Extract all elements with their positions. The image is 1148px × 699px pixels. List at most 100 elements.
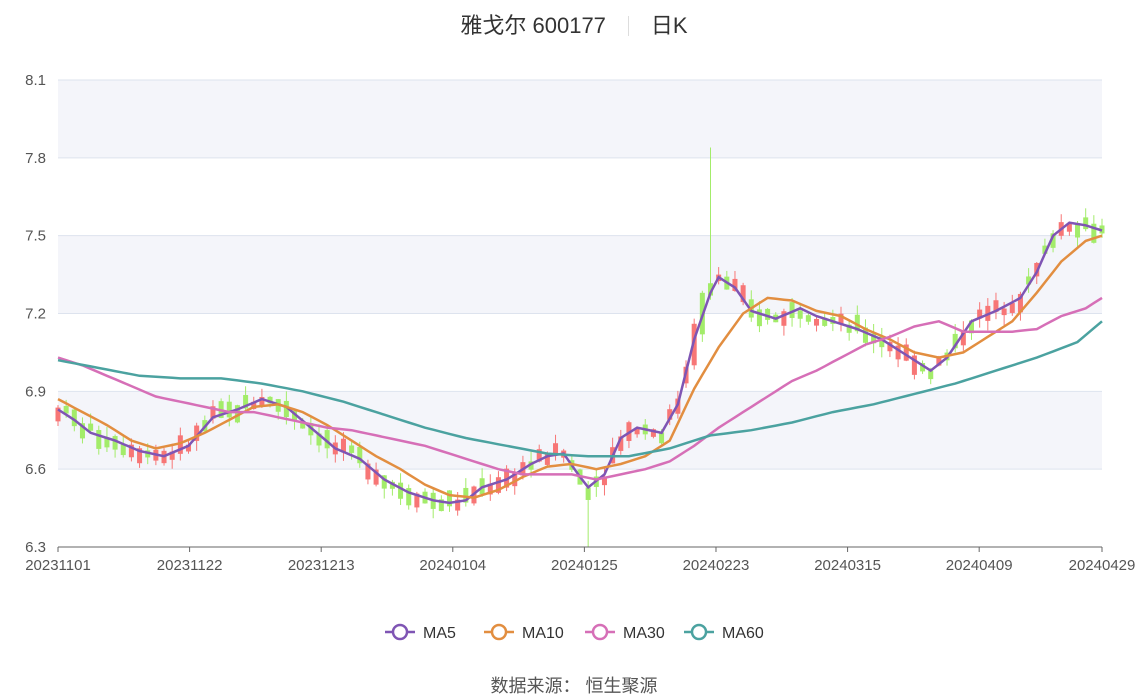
legend-item-ma10: MA10: [484, 623, 564, 642]
candle-body: [169, 451, 175, 460]
candle-body: [104, 437, 110, 448]
candle-body: [601, 476, 607, 486]
candle-body: [55, 407, 61, 422]
candle-body: [911, 355, 917, 375]
data-source: 数据来源： 恒生聚源: [490, 676, 658, 696]
candle-body: [960, 330, 966, 346]
candle-body: [797, 310, 803, 319]
y-tick-label: 7.8: [25, 150, 46, 167]
candle-body: [137, 448, 143, 464]
legend-label: MA60: [722, 625, 764, 642]
candle-body: [667, 409, 673, 420]
ma30-line: [57, 296, 1103, 481]
candle-body: [634, 427, 640, 435]
candle-body: [324, 430, 330, 449]
candle-body: [120, 444, 126, 456]
candle-body: [805, 315, 811, 322]
candle-body: [79, 423, 85, 439]
candle-body: [756, 309, 762, 327]
title-separator: [627, 16, 629, 36]
candle-body: [740, 285, 746, 303]
candle-body: [357, 447, 363, 464]
x-tick-label: 20231213: [288, 557, 355, 574]
candle-body: [349, 445, 355, 453]
legend-marker: [690, 623, 708, 641]
x-tick-label: 20240104: [419, 557, 486, 574]
candle-body: [1009, 303, 1015, 313]
legend-marker: [591, 623, 609, 641]
background-bands: [58, 80, 1102, 470]
candle-body: [732, 278, 738, 291]
legend-label: MA10: [522, 625, 564, 642]
candle-body: [781, 311, 787, 326]
candle-body: [414, 493, 420, 508]
candle-body: [993, 300, 999, 312]
candle-body: [846, 324, 852, 333]
candle-body: [194, 425, 200, 441]
candle-body: [789, 302, 795, 318]
candle-body: [251, 401, 257, 410]
x-tick-label: 20240429: [1069, 557, 1136, 574]
candle-body: [895, 345, 901, 360]
candle-body: [903, 344, 909, 361]
candle-body: [920, 362, 926, 372]
candle-body: [234, 405, 240, 423]
legend-item-ma60: MA60: [684, 623, 764, 642]
candle-body: [854, 314, 860, 332]
candle-body: [618, 436, 624, 451]
candle-body: [438, 499, 444, 512]
band: [58, 391, 1102, 470]
candle-body: [267, 396, 273, 404]
x-tick-label: 20240223: [683, 557, 750, 574]
candle-body: [1026, 276, 1032, 285]
chart-title: 雅戈尔 600177 日K: [0, 8, 1148, 40]
y-tick-label: 8.1: [25, 72, 46, 89]
candle-body: [463, 487, 469, 503]
candle-body: [553, 443, 559, 455]
candle-body: [707, 283, 714, 296]
candle-body: [177, 435, 183, 454]
x-tick-label: 20231122: [157, 557, 223, 574]
x-tick-label: 20240125: [551, 557, 618, 574]
candle-body: [455, 499, 461, 511]
candle-body: [528, 461, 534, 470]
candle-body: [300, 421, 306, 429]
legend-label: MA30: [623, 625, 665, 642]
candle-body: [871, 333, 877, 344]
candle-body: [879, 336, 885, 348]
y-tick-label: 6.9: [25, 383, 46, 400]
candle-body: [316, 433, 322, 446]
candle-body: [373, 469, 379, 485]
candle-body: [446, 490, 453, 507]
candle-body: [128, 444, 134, 458]
candle-body: [1017, 293, 1023, 313]
candles: [55, 147, 1105, 547]
candle-body: [512, 472, 518, 487]
candle-body: [365, 463, 371, 480]
candle-body: [406, 488, 412, 506]
stock-name: 雅戈尔 600177: [460, 13, 606, 38]
candle-body: [1001, 308, 1007, 316]
candle-body: [928, 370, 934, 380]
band: [58, 235, 1102, 314]
candle-body: [381, 475, 387, 489]
x-tick-label: 20231101: [25, 557, 91, 574]
legend-item-ma30: MA30: [585, 623, 665, 642]
candle-body: [659, 432, 665, 444]
legend-item-ma5: MA5: [385, 623, 456, 642]
candle-body: [283, 400, 289, 418]
y-tick-label: 7.5: [25, 228, 46, 245]
y-tick-label: 6.3: [25, 539, 46, 556]
candle-body: [1066, 223, 1072, 232]
candle-body: [862, 327, 868, 343]
y-tick-label: 6.6: [25, 461, 46, 478]
candle-body: [838, 313, 844, 325]
ma10-line: [57, 234, 1103, 499]
candle-body: [259, 397, 265, 407]
candle-body: [96, 430, 102, 449]
candle-body: [1091, 223, 1097, 243]
candle-body: [585, 487, 591, 500]
candle-body: [1075, 223, 1081, 238]
candle-body: [210, 406, 216, 419]
candle-body: [765, 308, 771, 320]
